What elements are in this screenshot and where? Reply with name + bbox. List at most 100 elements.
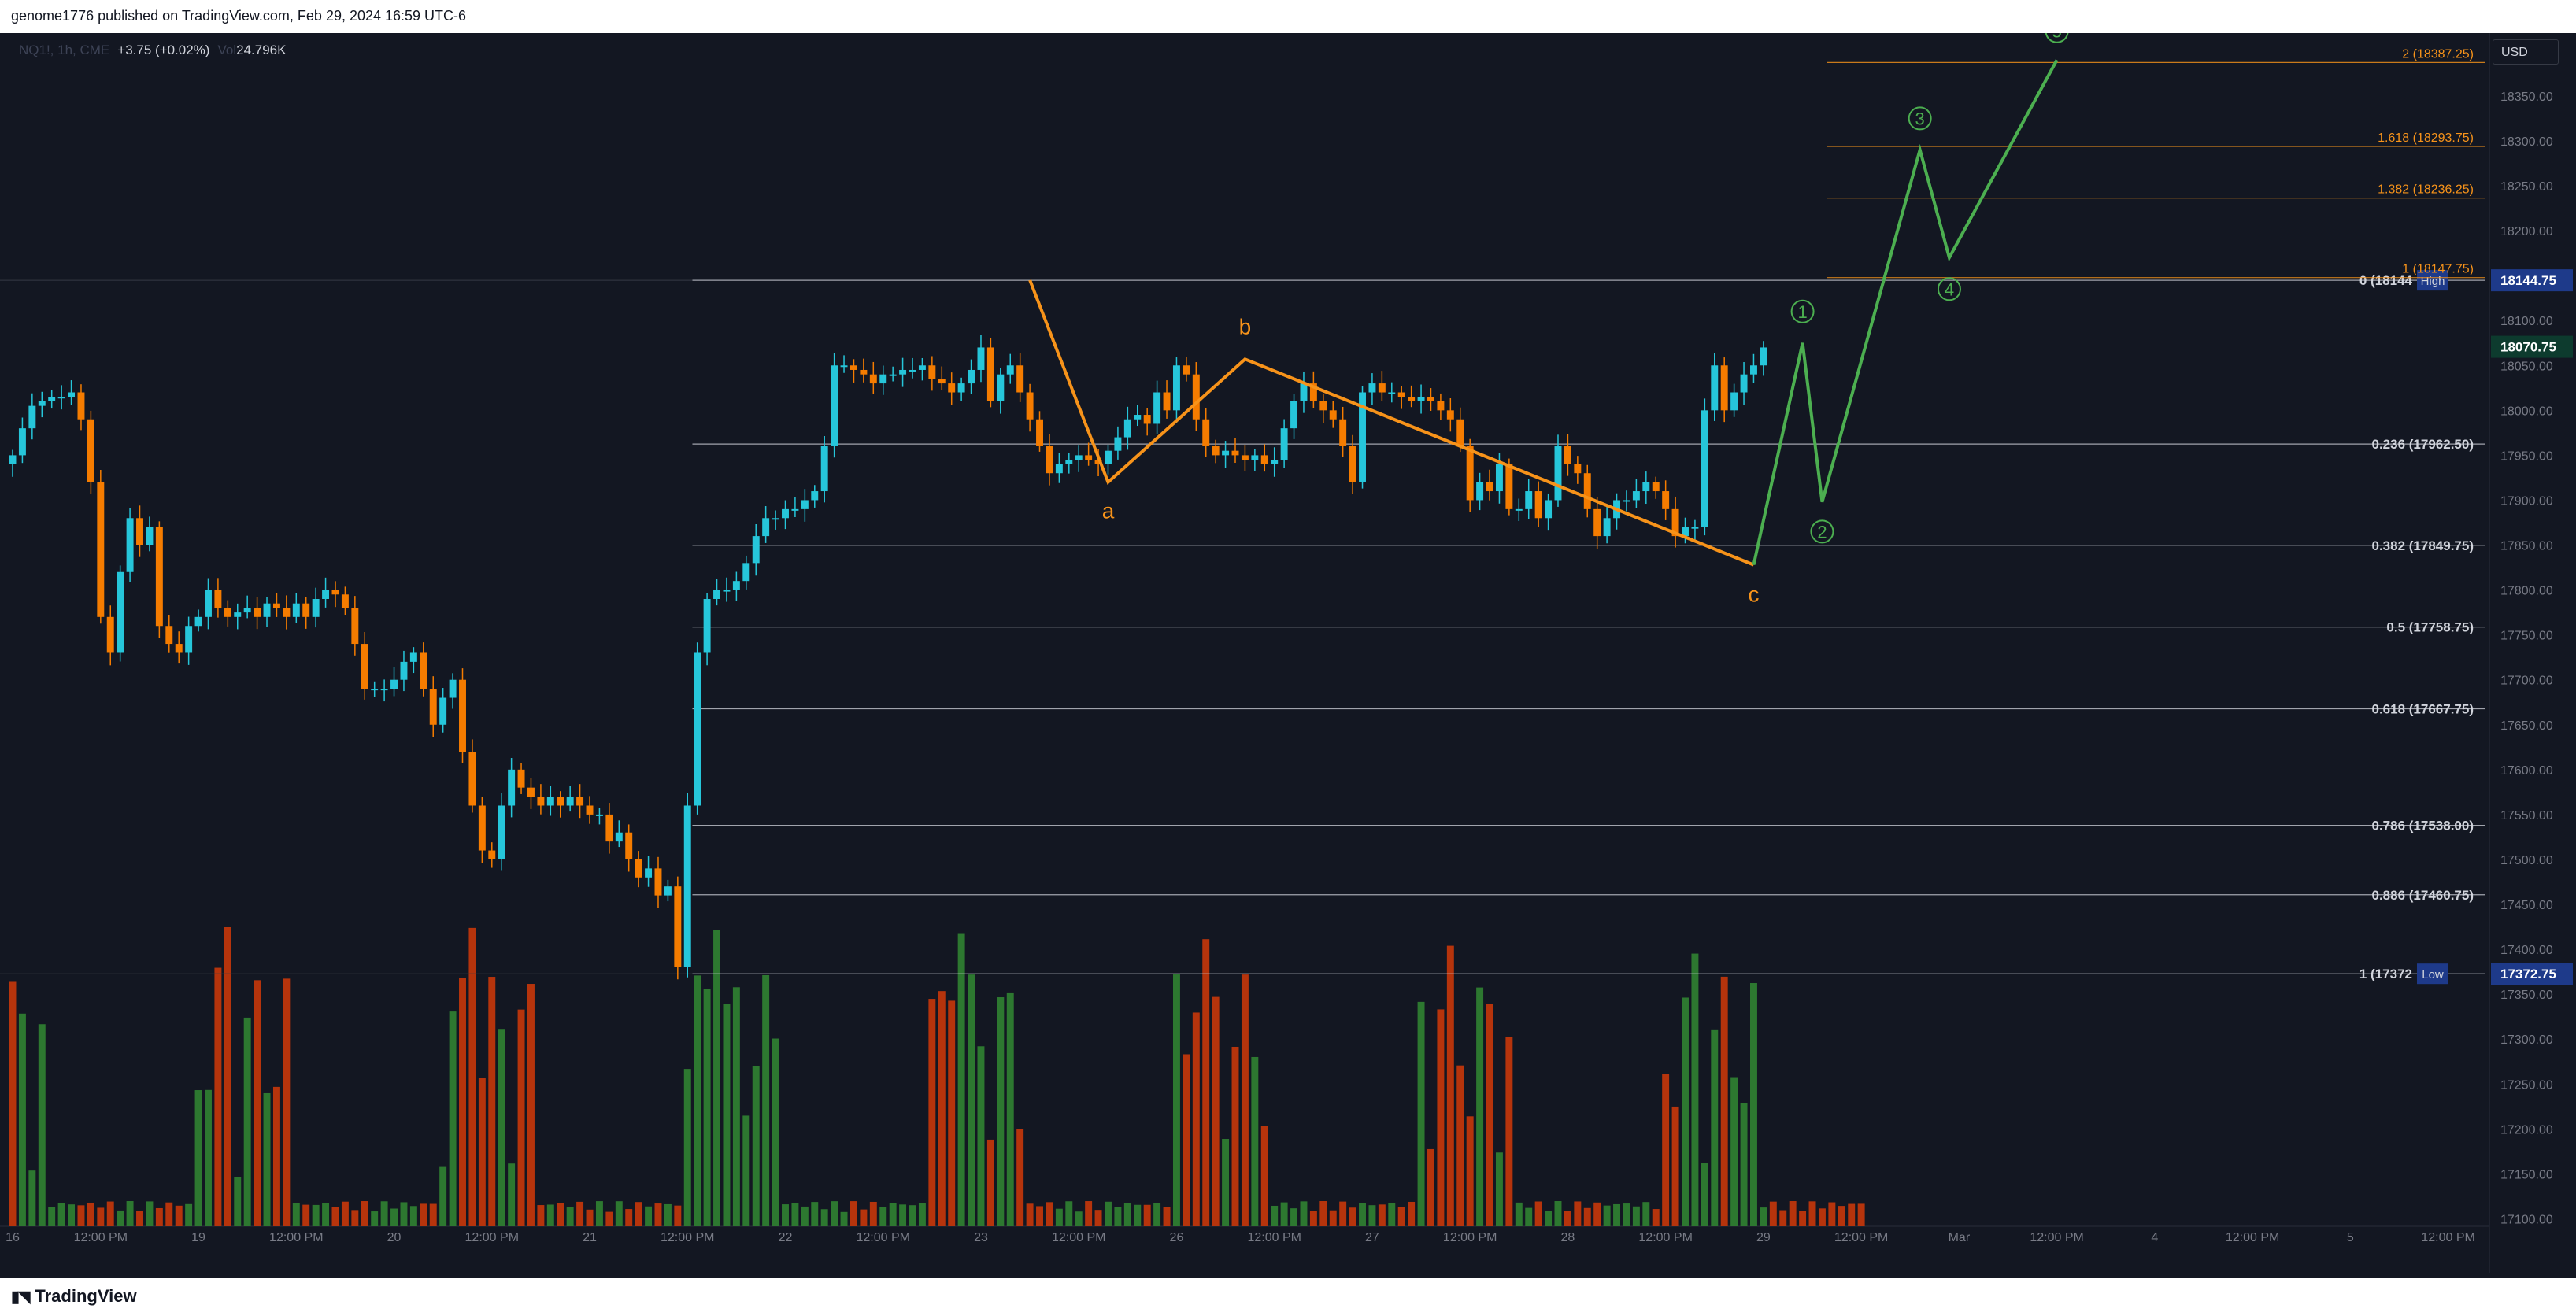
candle-body[interactable] bbox=[1055, 464, 1063, 474]
candle-body[interactable] bbox=[1662, 491, 1670, 509]
candle-body[interactable] bbox=[449, 679, 457, 698]
candle-body[interactable] bbox=[341, 594, 349, 608]
candle-body[interactable] bbox=[400, 661, 408, 680]
candle-body[interactable] bbox=[292, 603, 300, 617]
candle-body[interactable] bbox=[380, 689, 388, 691]
candle-body[interactable] bbox=[1280, 428, 1288, 460]
candle-body[interactable] bbox=[957, 383, 965, 393]
candle-body[interactable] bbox=[283, 608, 291, 617]
candle-body[interactable] bbox=[1300, 383, 1308, 401]
candle-body[interactable] bbox=[146, 527, 154, 545]
candle-body[interactable] bbox=[1143, 415, 1151, 424]
candle-body[interactable] bbox=[361, 644, 368, 689]
candle-body[interactable] bbox=[1134, 415, 1142, 420]
candle-body[interactable] bbox=[478, 805, 486, 851]
candle-body[interactable] bbox=[371, 689, 379, 691]
currency-button[interactable]: USD bbox=[2493, 39, 2559, 65]
candle-body[interactable] bbox=[1554, 445, 1562, 501]
candle-body[interactable] bbox=[1437, 401, 1445, 411]
candle-body[interactable] bbox=[1564, 445, 1571, 464]
candle-body[interactable] bbox=[1632, 491, 1640, 501]
candle-body[interactable] bbox=[1730, 392, 1738, 411]
candle-body[interactable] bbox=[1397, 392, 1405, 397]
candle-body[interactable] bbox=[986, 347, 994, 401]
candle-body[interactable] bbox=[1016, 365, 1024, 393]
candle-body[interactable] bbox=[1183, 365, 1190, 375]
candle-body[interactable] bbox=[840, 365, 848, 368]
candle-body[interactable] bbox=[1202, 419, 1210, 446]
candle-body[interactable] bbox=[87, 419, 94, 482]
candle-body[interactable] bbox=[420, 652, 427, 689]
candle-body[interactable] bbox=[849, 365, 857, 370]
candle-body[interactable] bbox=[409, 652, 417, 662]
candle-body[interactable] bbox=[703, 598, 711, 653]
candle-body[interactable] bbox=[1446, 410, 1454, 420]
candle-body[interactable] bbox=[1691, 527, 1699, 529]
candle-body[interactable] bbox=[889, 374, 897, 376]
candle-body[interactable] bbox=[782, 508, 789, 519]
candle-body[interactable] bbox=[1329, 410, 1337, 420]
candle-body[interactable] bbox=[674, 886, 682, 967]
candle-body[interactable] bbox=[272, 603, 280, 608]
candle-body[interactable] bbox=[1671, 508, 1679, 537]
candle-body[interactable] bbox=[654, 868, 662, 896]
candle-body[interactable] bbox=[224, 608, 231, 617]
candle-body[interactable] bbox=[302, 603, 310, 617]
candle-body[interactable] bbox=[1114, 437, 1122, 451]
candle-body[interactable] bbox=[429, 689, 437, 725]
candle-body[interactable] bbox=[390, 679, 398, 689]
candle-body[interactable] bbox=[1006, 365, 1014, 375]
candle-body[interactable] bbox=[331, 590, 339, 595]
candle-body[interactable] bbox=[136, 518, 143, 545]
candle-body[interactable] bbox=[1711, 365, 1719, 411]
candle-body[interactable] bbox=[1623, 500, 1630, 502]
candle-body[interactable] bbox=[713, 590, 721, 599]
candle-body[interactable] bbox=[1417, 397, 1425, 401]
candle-body[interactable] bbox=[1251, 455, 1259, 460]
candle-body[interactable] bbox=[831, 365, 838, 446]
candle-body[interactable] bbox=[1574, 464, 1582, 474]
candle-body[interactable] bbox=[527, 787, 535, 797]
candle-body[interactable] bbox=[1701, 410, 1708, 527]
candle-body[interactable] bbox=[1652, 482, 1660, 492]
candle-body[interactable] bbox=[28, 405, 36, 429]
candle-body[interactable] bbox=[517, 769, 525, 788]
candle-body[interactable] bbox=[185, 626, 193, 653]
candle-body[interactable] bbox=[1583, 473, 1591, 509]
candle-body[interactable] bbox=[254, 608, 261, 617]
candle-body[interactable] bbox=[214, 590, 222, 608]
tradingview-logo[interactable]: ▮◥ TradingView bbox=[11, 1286, 137, 1307]
candle-body[interactable] bbox=[546, 797, 554, 806]
candle-body[interactable] bbox=[1486, 482, 1493, 492]
candle-body[interactable] bbox=[586, 805, 594, 815]
candle-body[interactable] bbox=[1388, 392, 1396, 394]
candle-body[interactable] bbox=[48, 397, 56, 401]
candle-body[interactable] bbox=[18, 428, 26, 456]
candle-body[interactable] bbox=[1740, 374, 1748, 393]
candle-body[interactable] bbox=[1427, 397, 1434, 401]
candle-body[interactable] bbox=[1036, 419, 1043, 446]
candle-body[interactable] bbox=[77, 392, 85, 420]
candle-body[interactable] bbox=[694, 652, 701, 806]
candle-body[interactable] bbox=[801, 500, 809, 509]
candle-body[interactable] bbox=[1085, 455, 1093, 460]
candle-body[interactable] bbox=[1271, 460, 1279, 464]
candle-body[interactable] bbox=[645, 868, 653, 878]
candle-body[interactable] bbox=[791, 508, 799, 511]
candle-body[interactable] bbox=[1515, 508, 1523, 511]
candle-body[interactable] bbox=[508, 769, 516, 806]
candle-body[interactable] bbox=[1682, 527, 1689, 537]
candle-body[interactable] bbox=[1349, 445, 1356, 482]
candle-body[interactable] bbox=[1172, 365, 1180, 411]
candle-body[interactable] bbox=[1456, 419, 1464, 446]
candle-body[interactable] bbox=[117, 571, 124, 653]
candle-body[interactable] bbox=[1359, 392, 1366, 482]
candle-body[interactable] bbox=[9, 455, 17, 464]
candle-body[interactable] bbox=[234, 612, 242, 617]
candle-body[interactable] bbox=[1231, 450, 1239, 456]
candle-body[interactable] bbox=[948, 383, 956, 393]
wave-abc-line[interactable] bbox=[1028, 279, 1755, 567]
candle-body[interactable] bbox=[723, 590, 731, 592]
candle-body[interactable] bbox=[1593, 508, 1601, 537]
candle-body[interactable] bbox=[566, 797, 574, 806]
